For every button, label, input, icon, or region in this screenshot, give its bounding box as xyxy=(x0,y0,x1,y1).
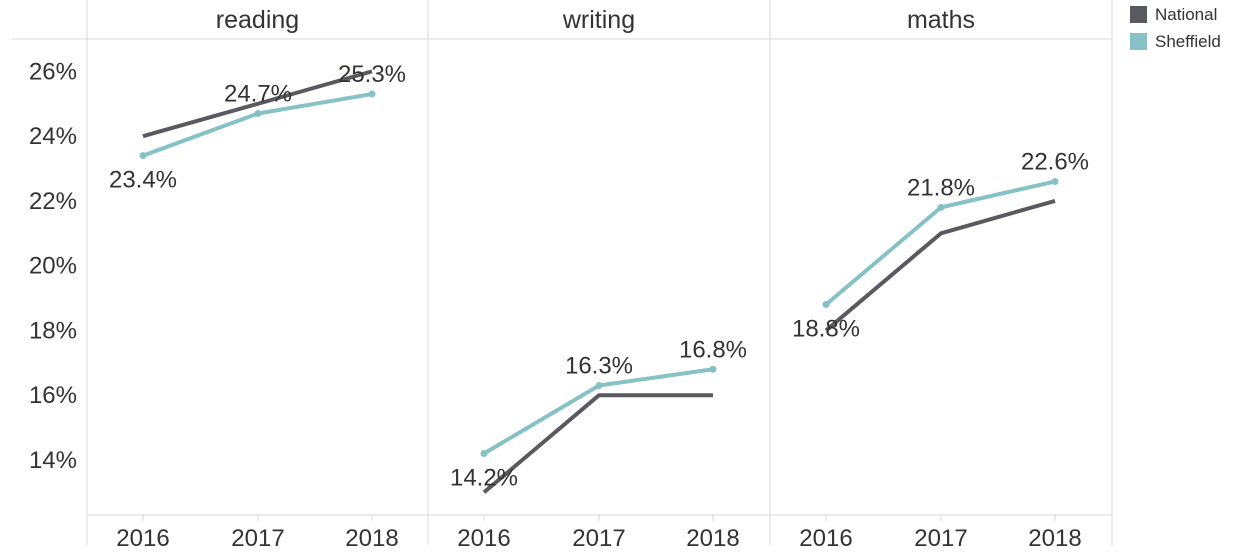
data-label-maths-2017: 21.8% xyxy=(907,174,975,201)
point-sheffield-maths-2018 xyxy=(1051,177,1059,185)
x-tick-label: 2017 xyxy=(572,525,625,552)
x-tick-label: 2018 xyxy=(1028,525,1081,552)
legend: National Sheffield xyxy=(1130,5,1221,51)
y-tick-label: 26% xyxy=(29,58,77,85)
data-label-writing-2016: 14.2% xyxy=(450,464,518,491)
y-axis: 14% 16% 18% 20% 22% 24% 26% xyxy=(29,58,77,474)
point-sheffield-maths-2017 xyxy=(937,203,945,211)
legend-swatch-national xyxy=(1130,6,1147,23)
x-tick-label: 2016 xyxy=(116,525,169,552)
x-tick-label: 2017 xyxy=(231,525,284,552)
panel-titles: reading writing maths xyxy=(216,6,975,34)
point-sheffield-reading-2017 xyxy=(254,109,262,117)
point-sheffield-writing-2016 xyxy=(480,449,488,457)
legend-label-sheffield: Sheffield xyxy=(1155,32,1221,51)
data-label-writing-2017: 16.3% xyxy=(565,352,633,379)
data-label-maths-2018: 22.6% xyxy=(1021,148,1089,175)
data-label-reading-2018: 25.3% xyxy=(338,61,406,88)
point-sheffield-reading-2018 xyxy=(368,90,376,98)
line-national-writing xyxy=(482,393,713,494)
legend-swatch-sheffield xyxy=(1130,33,1147,50)
panel-title-reading: reading xyxy=(216,6,299,34)
y-tick-label: 20% xyxy=(29,253,77,280)
data-label-maths-2016: 18.8% xyxy=(792,316,860,343)
x-tick-label: 2016 xyxy=(457,525,510,552)
x-tick-label: 2017 xyxy=(914,525,967,552)
point-sheffield-maths-2016 xyxy=(822,301,830,309)
x-tick-label: 2018 xyxy=(686,525,739,552)
point-sheffield-writing-2017 xyxy=(595,381,603,389)
line-national-maths xyxy=(824,198,1056,332)
chart-frame xyxy=(12,0,1113,545)
data-labels: 23.4% 24.7% 25.3% 14.2% 16.3% 16.8% 18.8% 21.8%… xyxy=(109,61,1089,491)
y-tick-label: 16% xyxy=(29,382,77,409)
point-sheffield-reading-2016 xyxy=(139,152,147,160)
line-sheffield-writing xyxy=(482,367,714,456)
x-tick-label: 2016 xyxy=(799,525,852,552)
data-label-writing-2018: 16.8% xyxy=(679,336,747,363)
data-label-reading-2017: 24.7% xyxy=(224,80,292,107)
panel-title-writing: writing xyxy=(562,6,635,34)
y-tick-label: 14% xyxy=(29,447,77,474)
data-label-reading-2016: 23.4% xyxy=(109,167,177,194)
point-sheffield-writing-2018 xyxy=(709,365,717,373)
panel-title-maths: maths xyxy=(907,6,975,34)
series-lines xyxy=(139,69,1059,494)
legend-label-national: National xyxy=(1155,5,1217,24)
y-tick-label: 24% xyxy=(29,123,77,150)
y-tick-label: 22% xyxy=(29,188,77,215)
x-tick-label: 2018 xyxy=(345,525,398,552)
x-axis: 2016 2017 2018 2016 2017 2018 2016 2017 2018 xyxy=(116,515,1082,552)
line-national-reading xyxy=(142,69,373,139)
y-tick-label: 18% xyxy=(29,317,77,344)
